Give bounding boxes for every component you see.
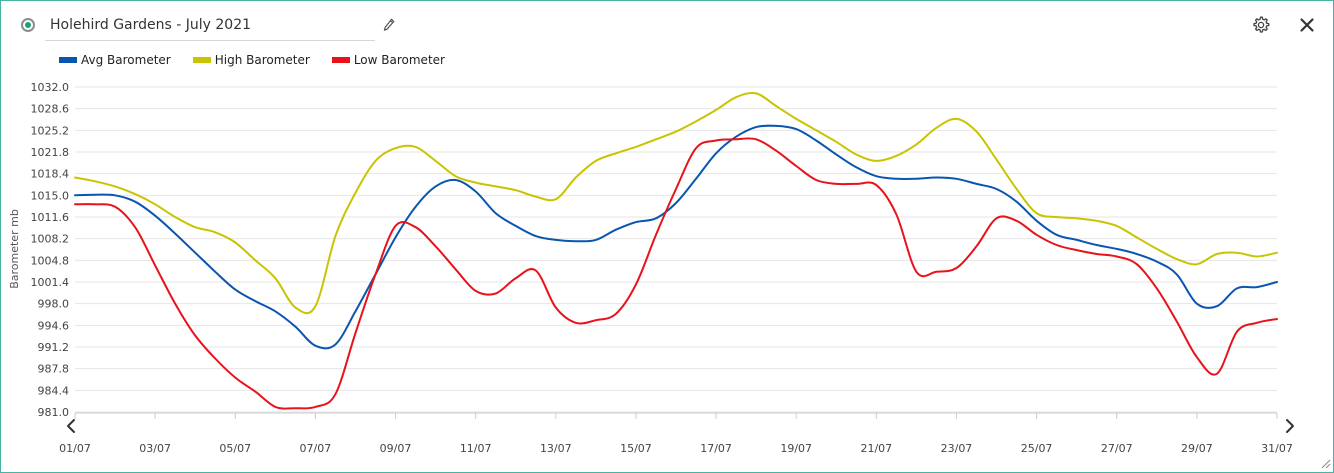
y-tick-label: 994.6 (38, 319, 70, 332)
x-tick-label: 03/07 (139, 442, 171, 455)
legend-label-high: High Barometer (214, 53, 310, 67)
series-high-barometer-line[interactable] (74, 91, 1278, 315)
y-tick-label: 1008.2 (31, 233, 70, 246)
resize-grip-icon[interactable] (1319, 457, 1331, 469)
y-tick-label: 998.0 (38, 298, 70, 311)
x-tick-label: 05/07 (219, 442, 251, 455)
series-avg-barometer-line[interactable] (74, 124, 1278, 350)
y-tick-label: 984.4 (38, 384, 70, 397)
title-underline (45, 40, 375, 41)
legend-swatch-avg (59, 57, 77, 63)
x-tick-label: 27/07 (1101, 442, 1133, 455)
y-tick-label: 1001.4 (31, 276, 70, 289)
scroll-left-icon[interactable] (64, 417, 78, 435)
x-tick-label: 01/07 (59, 442, 91, 455)
y-tick-label: 1018.4 (31, 168, 70, 181)
x-tick-label: 31/07 (1261, 442, 1293, 455)
legend-item-avg[interactable]: Avg Barometer (59, 53, 171, 67)
y-tick-label: 991.2 (38, 341, 70, 354)
y-tick-label: 1021.8 (31, 146, 70, 159)
legend-swatch-low (331, 57, 350, 63)
y-tick-label: 1015.0 (31, 189, 70, 202)
x-tick-label: 11/07 (460, 442, 492, 455)
x-tick-label: 13/07 (540, 442, 572, 455)
x-tick-label: 07/07 (300, 442, 332, 455)
y-tick-label: 987.8 (38, 363, 70, 376)
x-axis-ticks: 01/07 03/07 05/07 07/07 09/07 11/07 13/07 15/07… (59, 413, 1293, 455)
x-tick-label: 19/07 (780, 442, 812, 455)
x-tick-label: 17/07 (700, 442, 732, 455)
widget-title: Holehird Gardens - July 2021 (50, 17, 252, 33)
scroll-right-icon[interactable] (1283, 417, 1297, 435)
widget-header: Holehird Gardens - July 2021 (1, 1, 1333, 49)
legend-label-avg: Avg Barometer (81, 53, 171, 67)
y-tick-label: 1004.8 (31, 254, 70, 267)
y-axis-title: Barometer mb (8, 209, 21, 289)
status-radio-icon[interactable] (21, 18, 35, 32)
y-axis-ticks: 981.0 984.4 987.8 991.2 994.6 998.0 1001.4 1004… (31, 81, 70, 419)
legend-swatch-high (192, 57, 211, 63)
x-tick-label: 21/07 (860, 442, 892, 455)
y-tick-label: 1025.2 (31, 124, 70, 137)
close-icon[interactable] (1297, 15, 1317, 35)
y-tick-label: 1011.6 (31, 211, 70, 224)
gear-icon[interactable] (1251, 15, 1271, 35)
legend-item-low[interactable]: Low Barometer (331, 53, 445, 67)
x-tick-label: 15/07 (620, 442, 652, 455)
x-tick-label: 09/07 (380, 442, 412, 455)
y-tick-label: 1032.0 (31, 81, 70, 94)
x-tick-label: 23/07 (941, 442, 973, 455)
x-tick-label: 25/07 (1021, 442, 1053, 455)
legend-item-high[interactable]: High Barometer (192, 53, 310, 67)
pencil-icon[interactable] (382, 17, 396, 33)
legend-label-low: Low Barometer (353, 53, 445, 67)
series-lines (74, 91, 1278, 410)
series-low-barometer-line[interactable] (74, 137, 1278, 410)
x-tick-label: 29/07 (1181, 442, 1213, 455)
grid-lines (75, 86, 1277, 414)
y-tick-label: 1028.6 (31, 103, 70, 116)
y-tick-label: 981.0 (38, 406, 70, 419)
chart-legend: Avg Barometer High Barometer Low Baromet… (59, 51, 467, 69)
